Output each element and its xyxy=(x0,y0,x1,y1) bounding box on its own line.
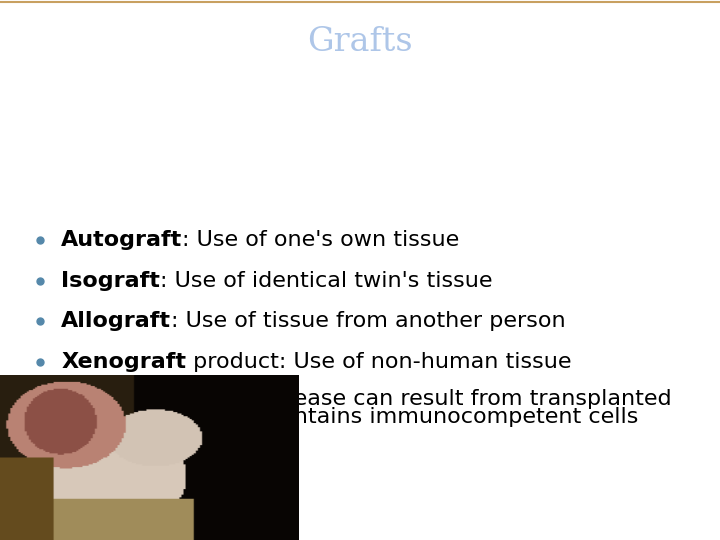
Text: Isograft: Isograft xyxy=(61,271,160,291)
Text: : Use of one's own tissue: : Use of one's own tissue xyxy=(182,230,459,251)
Text: : Use of identical twin's tissue: : Use of identical twin's tissue xyxy=(160,271,492,291)
Text: Xenograft: Xenograft xyxy=(61,352,186,372)
Text: Graft-versus-host disease can result from transplanted: Graft-versus-host disease can result fro… xyxy=(61,389,672,409)
Text: Allograft: Allograft xyxy=(61,311,171,332)
Text: Autograft: Autograft xyxy=(61,230,182,251)
Text: product: Use of non-human tissue: product: Use of non-human tissue xyxy=(186,352,572,372)
Text: Grafts: Grafts xyxy=(307,26,413,58)
Text: : Use of tissue from another person: : Use of tissue from another person xyxy=(171,311,566,332)
Text: bone marrow that contains immunocompetent cells: bone marrow that contains immunocompeten… xyxy=(61,407,639,427)
